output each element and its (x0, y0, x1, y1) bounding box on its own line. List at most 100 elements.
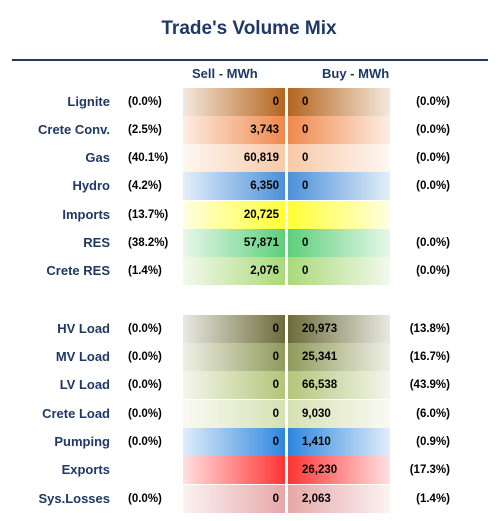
buy-value: 66,538 (288, 371, 390, 399)
sell-percent: (4.2%) (128, 180, 162, 192)
buy-value: 2,063 (288, 485, 390, 513)
column-divider (285, 144, 288, 172)
sell-value: 0 (183, 400, 285, 428)
buy-value: 1,410 (288, 428, 390, 456)
buy-percent: (17.3%) (409, 464, 450, 476)
row-label: Crete Load (42, 406, 110, 421)
sell-value: 2,076 (183, 257, 285, 285)
buy-value: 0 (288, 172, 390, 200)
column-divider (285, 172, 288, 200)
sell-value: 0 (183, 485, 285, 513)
sell-value: 6,350 (183, 172, 285, 200)
row-label: Crete Conv. (38, 122, 110, 137)
sell-value: 0 (183, 315, 285, 343)
buy-value: 20,973 (288, 315, 390, 343)
buy-value: 0 (288, 116, 390, 144)
chart-title: Trade's Volume Mix (161, 18, 337, 39)
buy-value (288, 201, 390, 229)
sell-percent: (0.0%) (128, 323, 162, 335)
buy-value: 0 (288, 144, 390, 172)
sell-percent: (0.0%) (128, 408, 162, 420)
row-label: Exports (61, 462, 110, 477)
buy-percent: (13.8%) (409, 323, 450, 335)
row-label: Hydro (72, 178, 110, 193)
buy-percent: (6.0%) (416, 408, 450, 420)
buy-value: 25,341 (288, 343, 390, 371)
buy-percent: (0.0%) (416, 180, 450, 192)
title-rule (12, 59, 488, 61)
table-row: LV Load (0.0%) 0 66,538 (43.9%) (0, 371, 498, 399)
sell-value: 20,725 (183, 201, 285, 229)
column-divider (285, 88, 288, 116)
table-row: HV Load (0.0%) 0 20,973 (13.8%) (0, 315, 498, 343)
sell-header: Sell - MWh (192, 66, 258, 81)
buy-header: Buy - MWh (322, 66, 390, 81)
table-row: MV Load (0.0%) 0 25,341 (16.7%) (0, 343, 498, 371)
sell-percent: (13.7%) (128, 209, 169, 221)
sell-value: 0 (183, 343, 285, 371)
row-label: Gas (85, 150, 110, 165)
column-divider (285, 315, 288, 343)
sell-value: 57,871 (183, 229, 285, 257)
buy-value: 26,230 (288, 456, 390, 484)
buy-value: 9,030 (288, 400, 390, 428)
column-divider (285, 229, 288, 257)
column-divider (285, 456, 288, 484)
sell-percent: (2.5%) (128, 124, 162, 136)
sell-value (183, 456, 285, 484)
buy-value: 0 (288, 88, 390, 116)
sell-percent: (38.2%) (128, 237, 169, 249)
column-divider (285, 428, 288, 456)
column-divider (285, 116, 288, 144)
buy-percent: (16.7%) (409, 351, 450, 363)
table-row: Lignite (0.0%) 0 0 (0.0%) (0, 88, 498, 116)
row-label: LV Load (59, 377, 110, 392)
buy-percent: (0.0%) (416, 124, 450, 136)
row-label: HV Load (57, 321, 110, 336)
row-label: RES (83, 235, 110, 250)
sell-percent: (0.0%) (128, 379, 162, 391)
buy-percent: (0.0%) (416, 237, 450, 249)
table-row: Imports (13.7%) 20,725 (0, 201, 498, 229)
table-row: Crete RES (1.4%) 2,076 0 (0.0%) (0, 257, 498, 285)
buy-percent: (0.0%) (416, 96, 450, 108)
sell-percent: (0.0%) (128, 493, 162, 505)
column-divider (285, 201, 288, 229)
table-row: Sys.Losses (0.0%) 0 2,063 (1.4%) (0, 485, 498, 513)
table-row: Gas (40.1%) 60,819 0 (0.0%) (0, 144, 498, 172)
sell-value: 0 (183, 428, 285, 456)
sell-value: 0 (183, 88, 285, 116)
row-label: MV Load (55, 349, 110, 364)
column-divider (285, 485, 288, 513)
row-label: Crete RES (46, 263, 110, 278)
sell-value: 0 (183, 371, 285, 399)
sell-percent: (0.0%) (128, 351, 162, 363)
table-row: RES (38.2%) 57,871 0 (0.0%) (0, 229, 498, 257)
sell-value: 3,743 (183, 116, 285, 144)
row-label: Imports (62, 207, 110, 222)
table-row: Crete Load (0.0%) 0 9,030 (6.0%) (0, 400, 498, 428)
buy-percent: (1.4%) (416, 493, 450, 505)
buy-value: 0 (288, 257, 390, 285)
column-divider (285, 343, 288, 371)
row-label: Lignite (67, 94, 110, 109)
buy-percent: (0.0%) (416, 265, 450, 277)
sell-percent: (40.1%) (128, 152, 169, 164)
buy-percent: (0.0%) (416, 152, 450, 164)
row-label: Pumping (54, 434, 110, 449)
sell-percent: (1.4%) (128, 265, 162, 277)
column-divider (285, 371, 288, 399)
row-label: Sys.Losses (38, 491, 110, 506)
table-row: Exports 26,230 (17.3%) (0, 456, 498, 484)
sell-percent: (0.0%) (128, 96, 162, 108)
sell-percent: (0.0%) (128, 436, 162, 448)
sell-value: 60,819 (183, 144, 285, 172)
table-row: Crete Conv. (2.5%) 3,743 0 (0.0%) (0, 116, 498, 144)
column-divider (285, 257, 288, 285)
table-row: Pumping (0.0%) 0 1,410 (0.9%) (0, 428, 498, 456)
buy-percent: (0.9%) (416, 436, 450, 448)
column-divider (285, 400, 288, 428)
table-row: Hydro (4.2%) 6,350 0 (0.0%) (0, 172, 498, 200)
buy-value: 0 (288, 229, 390, 257)
buy-percent: (43.9%) (409, 379, 450, 391)
